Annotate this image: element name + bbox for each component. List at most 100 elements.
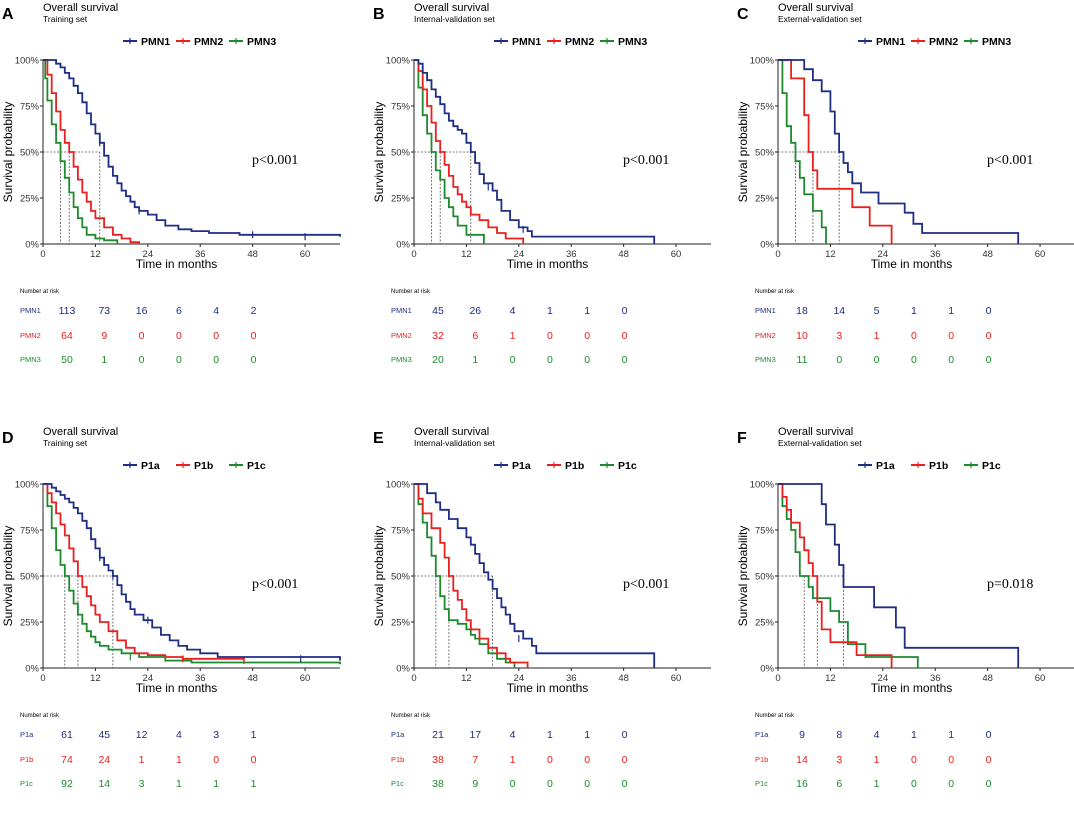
risk-count: 0 xyxy=(510,354,516,366)
risk-count: 5 xyxy=(874,305,880,317)
x-tick-label: 36 xyxy=(566,249,577,260)
survival-curve-pmn1 xyxy=(414,59,656,244)
survival-curve-p1c xyxy=(414,483,516,668)
y-tick-label: 75% xyxy=(20,102,40,113)
chart-subtitle: Training set xyxy=(43,438,88,448)
chart-subtitle: Internal-validation set xyxy=(414,438,495,448)
y-axis-label: Survival probability xyxy=(736,102,750,203)
x-tick-label: 0 xyxy=(411,249,416,260)
legend-item-p1c: P1c xyxy=(964,460,1001,472)
risk-row-label: PMN3 xyxy=(391,355,412,364)
risk-count: 0 xyxy=(836,354,842,366)
y-tick-label: 100% xyxy=(15,56,40,67)
x-axis-label: Time in months xyxy=(507,257,589,271)
y-axis-label: Survival probability xyxy=(372,102,386,203)
y-tick-label: 0% xyxy=(25,664,39,675)
legend-label: P1a xyxy=(512,460,531,472)
survival-curve-p1a xyxy=(414,483,656,668)
axes: 0% 25% 50% 75% 100% 0 12 24 36 48 60 xyxy=(386,56,711,260)
x-axis-label: Time in months xyxy=(507,681,589,695)
x-tick-label: 48 xyxy=(982,249,993,260)
axes: 0% 25% 50% 75% 100% 0 12 24 36 48 60 xyxy=(15,480,340,684)
risk-row-label: PMN1 xyxy=(755,306,776,315)
legend-label: P1c xyxy=(618,460,637,472)
risk-count: 26 xyxy=(469,305,481,317)
risk-count: 8 xyxy=(836,729,842,741)
risk-table-title: Number at risk xyxy=(755,289,795,295)
legend-item-p1a: P1a xyxy=(123,460,160,472)
risk-count: 24 xyxy=(98,754,110,766)
risk-count: 11 xyxy=(797,354,808,366)
legend-item-pmn3: PMN3 xyxy=(229,36,276,48)
x-tick-label: 36 xyxy=(930,249,941,260)
x-tick-label: 48 xyxy=(247,249,258,260)
risk-count: 0 xyxy=(986,354,992,366)
median-reference-lines xyxy=(43,151,101,244)
risk-count: 0 xyxy=(622,354,628,366)
y-tick-label: 100% xyxy=(15,480,40,491)
risk-count: 73 xyxy=(98,305,110,317)
x-tick-label: 12 xyxy=(90,673,101,684)
legend-item-p1c: P1c xyxy=(600,460,637,472)
legend-label: PMN2 xyxy=(929,36,958,48)
risk-count: 0 xyxy=(213,754,219,766)
y-tick-label: 100% xyxy=(750,56,775,67)
risk-count: 1 xyxy=(911,729,917,741)
median-reference-lines xyxy=(43,575,114,668)
x-tick-label: 36 xyxy=(195,249,206,260)
risk-count: 1 xyxy=(948,729,954,741)
risk-count: 0 xyxy=(584,330,590,342)
risk-count: 0 xyxy=(622,729,628,741)
risk-count: 45 xyxy=(432,305,444,317)
risk-count: 0 xyxy=(547,354,553,366)
p-value: p=0.018 xyxy=(987,577,1033,592)
y-tick-label: 25% xyxy=(755,194,775,205)
risk-count: 1 xyxy=(874,754,880,766)
y-tick-label: 75% xyxy=(391,526,411,537)
risk-count: 0 xyxy=(139,330,145,342)
risk-count: 0 xyxy=(911,330,917,342)
risk-count: 3 xyxy=(213,729,219,741)
x-tick-label: 12 xyxy=(461,249,472,260)
legend-item-pmn2: PMN2 xyxy=(911,36,958,48)
km-panel-f: F Overall survival External-validation set… xyxy=(735,424,1074,819)
chart-title: Overall survival xyxy=(778,426,853,438)
y-tick-label: 50% xyxy=(755,148,775,159)
risk-count: 61 xyxy=(61,729,73,741)
km-panel-a: A Overall survival Training set PMN1 PMN2 PMN… xyxy=(0,0,358,395)
y-tick-label: 50% xyxy=(755,572,775,583)
p-value: p<0.001 xyxy=(252,577,298,592)
risk-count: 1 xyxy=(584,729,590,741)
y-tick-label: 50% xyxy=(391,148,411,159)
risk-count: 0 xyxy=(948,330,954,342)
legend-label: P1c xyxy=(247,460,266,472)
risk-table-title: Number at risk xyxy=(391,289,431,295)
y-tick-label: 50% xyxy=(20,572,40,583)
x-tick-label: 48 xyxy=(247,673,258,684)
risk-count: 0 xyxy=(622,305,628,317)
risk-row-label: P1c xyxy=(391,779,404,788)
risk-count: 38 xyxy=(432,778,444,790)
risk-count: 1 xyxy=(213,778,219,790)
risk-count: 0 xyxy=(948,354,954,366)
km-panel-b: B Overall survival Internal-validation set… xyxy=(371,0,729,395)
risk-count: 6 xyxy=(836,778,842,790)
x-tick-label: 60 xyxy=(671,249,682,260)
x-tick-label: 0 xyxy=(775,673,780,684)
chart-title: Overall survival xyxy=(414,2,489,14)
risk-count: 17 xyxy=(469,729,481,741)
risk-count: 0 xyxy=(948,778,954,790)
risk-count: 0 xyxy=(911,354,917,366)
risk-count: 0 xyxy=(948,754,954,766)
x-tick-label: 60 xyxy=(1035,249,1046,260)
chart-title: Overall survival xyxy=(778,2,853,14)
p-value: p<0.001 xyxy=(623,153,669,168)
risk-row-label: PMN3 xyxy=(20,355,41,364)
x-axis-label: Time in months xyxy=(136,681,218,695)
x-tick-label: 24 xyxy=(878,249,889,260)
risk-count: 0 xyxy=(584,354,590,366)
risk-count: 0 xyxy=(986,330,992,342)
risk-count: 0 xyxy=(139,354,145,366)
